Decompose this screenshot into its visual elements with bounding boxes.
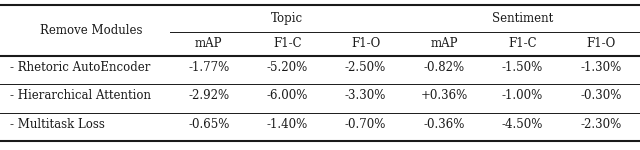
- Text: -1.40%: -1.40%: [267, 118, 308, 131]
- Text: -0.36%: -0.36%: [423, 118, 465, 131]
- Text: -1.50%: -1.50%: [502, 61, 543, 74]
- Text: F1-C: F1-C: [273, 37, 301, 50]
- Text: -1.00%: -1.00%: [502, 89, 543, 102]
- Text: -0.65%: -0.65%: [188, 118, 230, 131]
- Text: -2.50%: -2.50%: [345, 61, 386, 74]
- Text: - Rhetoric AutoEncoder: - Rhetoric AutoEncoder: [10, 61, 150, 74]
- Text: -0.82%: -0.82%: [424, 61, 465, 74]
- Text: F1-O: F1-O: [351, 37, 380, 50]
- Text: - Multitask Loss: - Multitask Loss: [10, 118, 104, 131]
- Text: - Hierarchical Attention: - Hierarchical Attention: [10, 89, 150, 102]
- Text: -6.00%: -6.00%: [266, 89, 308, 102]
- Text: -0.70%: -0.70%: [345, 118, 387, 131]
- Text: mAP: mAP: [195, 37, 223, 50]
- Text: -2.92%: -2.92%: [188, 89, 229, 102]
- Text: -5.20%: -5.20%: [267, 61, 308, 74]
- Text: Remove Modules: Remove Modules: [40, 24, 143, 38]
- Text: Topic: Topic: [271, 12, 303, 25]
- Text: +0.36%: +0.36%: [420, 89, 468, 102]
- Text: F1-C: F1-C: [508, 37, 537, 50]
- Text: -3.30%: -3.30%: [345, 89, 387, 102]
- Text: -4.50%: -4.50%: [502, 118, 543, 131]
- Text: mAP: mAP: [430, 37, 458, 50]
- Text: -1.77%: -1.77%: [188, 61, 229, 74]
- Text: F1-O: F1-O: [586, 37, 616, 50]
- Text: -0.30%: -0.30%: [580, 89, 621, 102]
- Text: -2.30%: -2.30%: [580, 118, 621, 131]
- Text: -1.30%: -1.30%: [580, 61, 621, 74]
- Text: Sentiment: Sentiment: [492, 12, 553, 25]
